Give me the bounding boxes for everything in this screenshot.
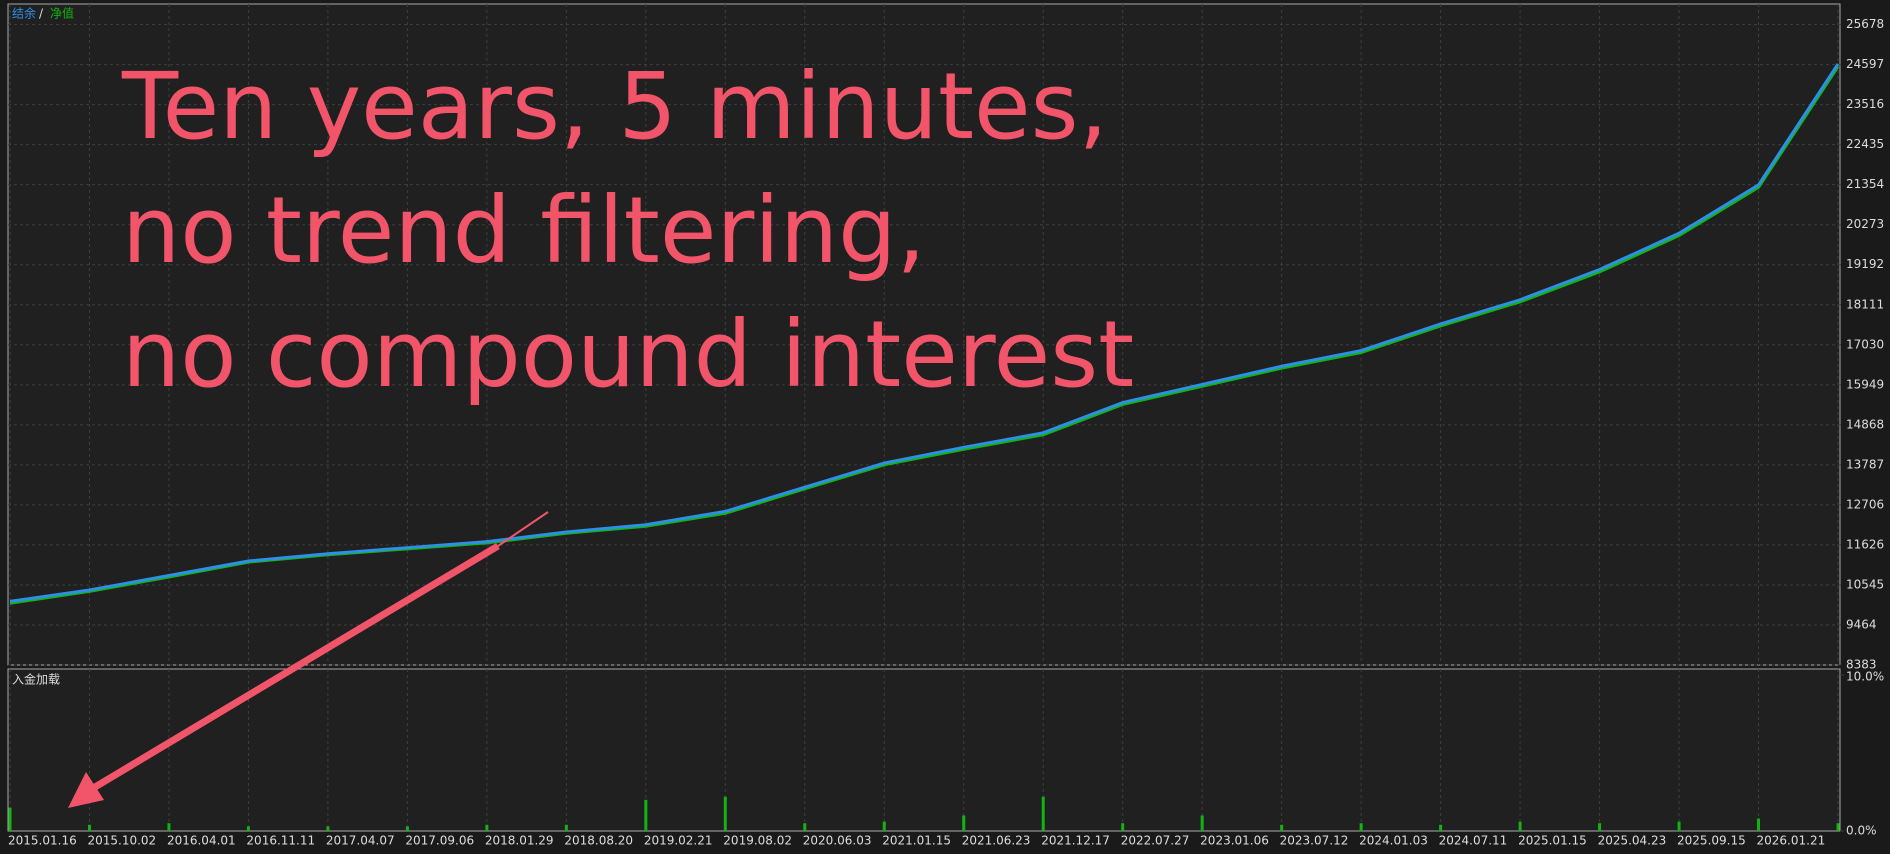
bar [1280, 824, 1284, 831]
x-tick-label: 2019.08.02 [723, 834, 792, 848]
x-tick-label: 2021.01.15 [882, 834, 951, 848]
marks [8, 63, 1840, 831]
x-tick-label: 2016.04.01 [167, 834, 236, 848]
legend-entry: 净值 [50, 6, 74, 21]
x-tick-label: 2023.01.06 [1200, 834, 1269, 848]
bar [723, 796, 727, 831]
arrow-head [68, 772, 104, 808]
annotation: no trend filtering, [122, 177, 926, 284]
y-tick-label: 19192 [1846, 257, 1884, 271]
legend-separator: / [39, 7, 44, 21]
bar [564, 824, 568, 831]
series-line [9, 63, 1840, 603]
bar [1836, 823, 1840, 831]
annotation: Ten years, 5 minutes, [121, 53, 1108, 160]
x-tick-label: 2018.08.20 [564, 834, 633, 848]
y-tick-label: 20273 [1846, 217, 1884, 231]
y-tick-label: 9464 [1846, 617, 1877, 631]
bar [1757, 818, 1761, 831]
x-tick-label: 2026.01.21 [1757, 834, 1826, 848]
annotation: no compound interest [122, 301, 1134, 408]
bar [1359, 823, 1363, 831]
y-tick-label: 10545 [1846, 577, 1884, 591]
x-tick-label: 2015.01.16 [8, 834, 77, 848]
y-tick-label: 14868 [1846, 417, 1884, 431]
y-tick-label: 8383 [1846, 658, 1877, 672]
x-tick-label: 2021.06.23 [962, 834, 1031, 848]
legend-entry: 结余 [12, 6, 36, 21]
bar [1041, 796, 1045, 831]
bar [882, 821, 886, 831]
bar [8, 807, 12, 831]
bar [485, 824, 489, 831]
x-tick-label: 2019.02.21 [644, 834, 713, 848]
arrow-shaft [88, 542, 500, 794]
bar [1439, 824, 1443, 831]
bar [87, 824, 91, 831]
y-tick-label: 18111 [1846, 297, 1884, 311]
x-tick-label: 2025.09.15 [1677, 834, 1746, 848]
y-tick-label: 12706 [1846, 497, 1884, 511]
x-tick-label: 2022.07.27 [1121, 834, 1190, 848]
y-tick-label: 11626 [1846, 537, 1884, 551]
y-tick-label: 0.0% [1846, 824, 1877, 838]
y-tick-label: 13787 [1846, 457, 1884, 471]
bar [167, 823, 171, 831]
x-tick-label: 2017.09.06 [405, 834, 474, 848]
x-tick-label: 2021.12.17 [1041, 834, 1110, 848]
bar [644, 799, 648, 831]
arrow-tail [497, 511, 549, 547]
y-tick-label: 23516 [1846, 97, 1884, 111]
y-tick-label: 17030 [1846, 337, 1884, 351]
x-tick-label: 2025.04.23 [1598, 834, 1667, 848]
x-tick-label: 2016.11.11 [246, 834, 315, 848]
y-tick-label: 21354 [1846, 177, 1884, 191]
bar [405, 826, 409, 831]
x-tick-label: 2024.07.11 [1439, 834, 1508, 848]
sub-panel [7, 668, 1841, 832]
bar [1598, 823, 1602, 831]
x-tick-label: 2017.04.07 [326, 834, 395, 848]
bar [326, 826, 330, 831]
bar [1121, 823, 1125, 831]
y-tick-label: 24597 [1846, 57, 1884, 71]
x-tick-label: 2020.06.03 [803, 834, 872, 848]
x-tick-label: 2023.07.12 [1280, 834, 1349, 848]
y-tick-label: 22435 [1846, 137, 1884, 151]
y-tick-label: 25678 [1846, 17, 1884, 31]
x-tick-label: 2015.10.02 [87, 834, 156, 848]
bar [1677, 821, 1681, 831]
x-tick-label: 2025.01.15 [1518, 834, 1587, 848]
x-tick-label: 2018.01.29 [485, 834, 554, 848]
bar [962, 815, 966, 831]
bar [246, 826, 250, 831]
y-tick-label: 10.0% [1846, 670, 1884, 684]
bar [1518, 821, 1522, 831]
y-tick-label: 15949 [1846, 377, 1884, 391]
bar [1200, 815, 1204, 831]
bar [803, 823, 807, 831]
grid [8, 4, 1844, 832]
x-tick-label: 2024.01.03 [1359, 834, 1428, 848]
sub-title: 入金加载 [12, 672, 60, 687]
